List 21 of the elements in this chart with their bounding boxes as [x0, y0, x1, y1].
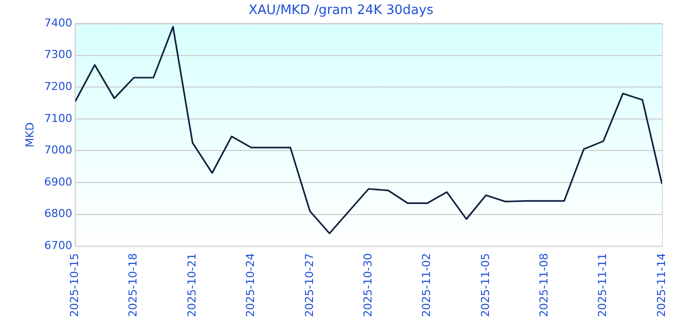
x-tick-label: 2025-10-24 [244, 253, 258, 318]
x-tick-label: 2025-11-02 [420, 253, 434, 318]
y-tick-label: 7300 [44, 48, 72, 62]
x-tick-label: 2025-11-08 [538, 253, 550, 318]
chart-title: XAU/MKD /gram 24K 30days [248, 3, 434, 18]
x-tick-label: 2025-10-18 [126, 253, 140, 318]
x-tick-label: 2025-11-11 [596, 253, 610, 318]
x-tick-label: 2025-10-27 [302, 253, 316, 318]
y-tick-label: 7000 [44, 144, 72, 157]
x-tick-label: 2025-10-15 [68, 253, 82, 318]
y-tick-label: 7100 [44, 112, 72, 125]
y-tick-label: 7200 [44, 80, 72, 94]
y-tick-label: 6900 [44, 175, 72, 188]
y-axis-title: MKD [23, 122, 36, 148]
x-tick-label: 2025-11-14 [654, 253, 668, 318]
x-tick-label: 2025-11-05 [478, 253, 492, 318]
x-tick-label: 2025-10-30 [361, 253, 374, 318]
y-tick-label: 6800 [44, 207, 72, 220]
y-tick-label: 7400 [44, 16, 72, 30]
y-tick-label: 6700 [44, 238, 72, 252]
x-tick-label: 2025-10-21 [185, 253, 198, 318]
